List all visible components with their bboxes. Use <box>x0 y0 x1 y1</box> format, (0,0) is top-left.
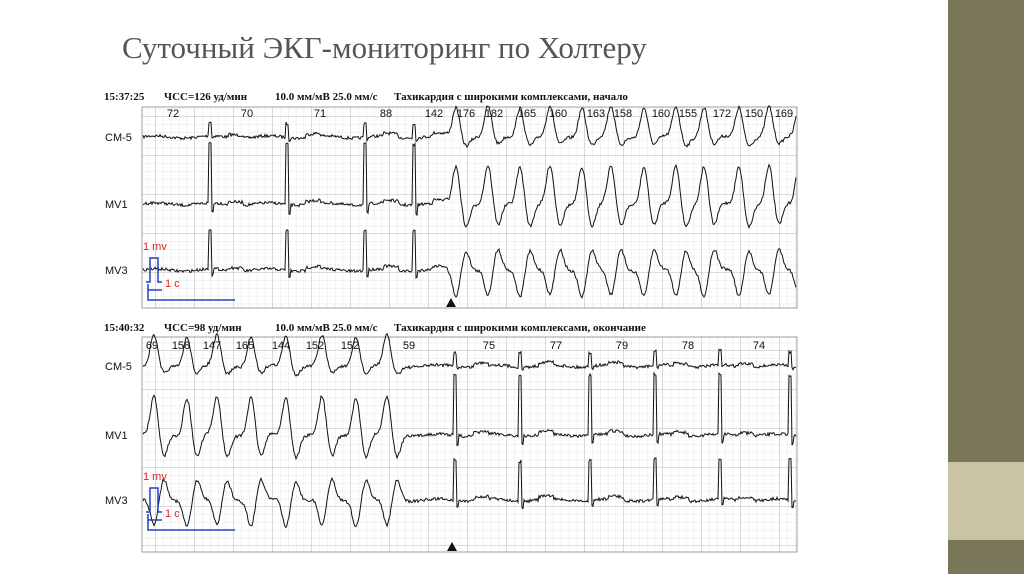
sidebar-band <box>948 462 1024 540</box>
ecg-trace <box>142 141 797 229</box>
rate-label: 78 <box>682 340 694 352</box>
rate-label: 77 <box>550 340 562 352</box>
rate-label: 147 <box>203 340 221 352</box>
rate-label: 160 <box>652 108 670 120</box>
event-marker <box>446 298 456 307</box>
rate-label: 75 <box>483 340 495 352</box>
calibration-time: 1 c <box>165 278 180 290</box>
calibration-amplitude: 1 mv <box>143 471 167 483</box>
rate-label: 72 <box>167 108 179 120</box>
rate-label: 182 <box>485 108 503 120</box>
slide-title: Суточный ЭКГ-мониторинг по Холтеру <box>122 30 647 65</box>
rate-label: 59 <box>403 340 415 352</box>
header-event: Тахикардия с широкими комплексами, начал… <box>394 91 628 103</box>
event-marker <box>447 542 457 551</box>
time-scale <box>147 284 235 301</box>
lead-label: MV3 <box>105 495 128 507</box>
rate-label: 176 <box>457 108 475 120</box>
rate-label: 150 <box>745 108 763 120</box>
lead-label: MV1 <box>105 430 128 442</box>
header-scale: 10.0 мм/мВ 25.0 мм/с <box>275 91 378 103</box>
header-time: 15:40:32 <box>104 322 145 334</box>
header-event: Тахикардия с широкими комплексами, оконч… <box>394 322 646 334</box>
rate-label: 158 <box>172 340 190 352</box>
rate-label: 152 <box>306 340 324 352</box>
calibration-pulse <box>146 257 162 283</box>
header-scale: 10.0 мм/мВ 25.0 мм/с <box>275 322 378 334</box>
rate-label: 79 <box>616 340 628 352</box>
ecg-trace <box>142 332 797 377</box>
calibration-time: 1 c <box>165 508 180 520</box>
ecg-grid <box>141 336 798 553</box>
ecg-strips: 15:37:25 ЧСС=126 уд/мин 10.0 мм/мВ 25.0 мм… <box>88 82 810 556</box>
rate-label: 71 <box>314 108 326 120</box>
rate-label: 144 <box>272 340 290 352</box>
lead-label: MV3 <box>105 265 128 277</box>
rate-label: 165 <box>518 108 536 120</box>
strip-header: 15:37:25 ЧСС=126 уд/мин 10.0 мм/мВ 25.0 мм… <box>104 91 628 103</box>
rate-label: 155 <box>679 108 697 120</box>
ecg-trace <box>142 371 797 461</box>
ecg-grid <box>141 106 798 309</box>
rate-label: 88 <box>380 108 392 120</box>
rate-label: 165 <box>236 340 254 352</box>
rate-label: 74 <box>753 340 765 352</box>
ecg-trace <box>142 105 797 149</box>
header-heart-rate: ЧСС=126 уд/мин <box>164 91 248 103</box>
rate-label: 169 <box>775 108 793 120</box>
rate-label: 142 <box>425 108 443 120</box>
lead-label: CM-5 <box>105 361 132 373</box>
rate-label: 70 <box>241 108 253 120</box>
calibration-pulse <box>146 487 162 513</box>
strip-header: 15:40:32 ЧСС=98 уд/мин 10.0 мм/мВ 25.0 мм/… <box>104 322 646 334</box>
rate-label: 172 <box>713 108 731 120</box>
rate-label: 152 <box>341 340 359 352</box>
ecg-trace <box>142 228 797 299</box>
rate-label: 158 <box>614 108 632 120</box>
lead-label: CM-5 <box>105 132 132 144</box>
time-scale <box>147 514 235 531</box>
header-heart-rate: ЧСС=98 уд/мин <box>164 322 242 334</box>
calibration-amplitude: 1 mv <box>143 241 167 253</box>
header-time: 15:37:25 <box>104 91 145 103</box>
ecg-trace <box>142 457 797 529</box>
rate-label: 163 <box>587 108 605 120</box>
rate-label: 69 <box>146 340 158 352</box>
lead-label: MV1 <box>105 199 128 211</box>
